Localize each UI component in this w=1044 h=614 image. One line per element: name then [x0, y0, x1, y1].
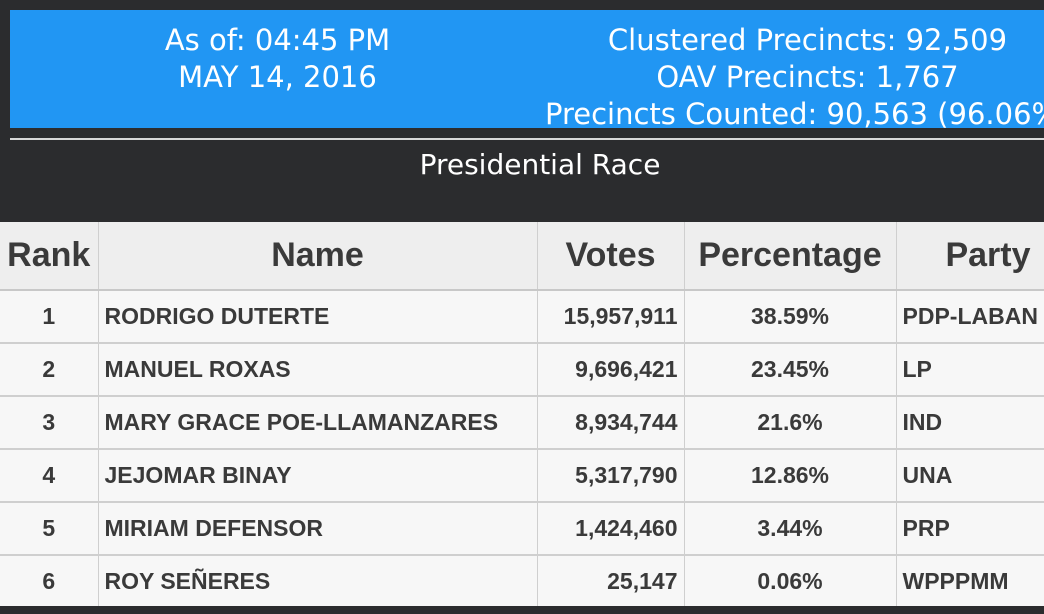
- percentage-cell: 12.86%: [684, 449, 897, 503]
- rank-cell: 6: [0, 555, 99, 606]
- table-row: 3 MARY GRACE POE-LLAMANZARES 8,934,744 2…: [0, 396, 1044, 450]
- table-row: 1 RODRIGO DUTERTE 15,957,911 38.59% PDP-…: [0, 290, 1044, 344]
- results-table: Rank Name Votes Percentage Party 1 RODRI…: [0, 222, 1044, 606]
- table-header-row: Rank Name Votes Percentage Party: [0, 222, 1044, 291]
- column-header-name: Name: [98, 222, 538, 291]
- as-of-date: MAY 14, 2016: [178, 60, 377, 94]
- percentage-cell: 0.06%: [684, 555, 897, 606]
- table-row: 5 MIRIAM DEFENSOR 1,424,460 3.44% PRP: [0, 502, 1044, 556]
- table-row: 6 ROY SEÑERES 25,147 0.06% WPPPMM: [0, 555, 1044, 606]
- rank-cell: 3: [0, 396, 99, 450]
- rank-cell: 4: [0, 449, 99, 503]
- candidate-name-cell: RODRIGO DUTERTE: [98, 290, 538, 344]
- party-cell: PRP: [896, 502, 1044, 556]
- table-row: 2 MANUEL ROXAS 9,696,421 23.45% LP: [0, 343, 1044, 397]
- precincts-counted: Precincts Counted: 90,563 (96.06%): [545, 97, 1044, 128]
- votes-cell: 1,424,460: [537, 502, 685, 556]
- rank-cell: 1: [0, 290, 99, 344]
- race-title: Presidential Race: [419, 148, 661, 181]
- column-header-votes: Votes: [537, 222, 685, 291]
- votes-cell: 5,317,790: [537, 449, 685, 503]
- column-header-party: Party: [896, 222, 1044, 291]
- votes-cell: 15,957,911: [537, 290, 685, 344]
- percentage-cell: 21.6%: [684, 396, 897, 450]
- party-cell: LP: [896, 343, 1044, 397]
- candidate-name-cell: MARY GRACE POE-LLAMANZARES: [98, 396, 538, 450]
- percentage-cell: 23.45%: [684, 343, 897, 397]
- as-of-block: As of: 04:45 PM MAY 14, 2016: [10, 22, 545, 96]
- party-cell: UNA: [896, 449, 1044, 503]
- rank-cell: 5: [0, 502, 99, 556]
- as-of-time: As of: 04:45 PM: [164, 23, 391, 57]
- status-banner: As of: 04:45 PM MAY 14, 2016 Clustered P…: [10, 10, 1044, 128]
- clustered-precincts: Clustered Precincts: 92,509: [607, 23, 1008, 57]
- candidate-name-cell: MIRIAM DEFENSOR: [98, 502, 538, 556]
- votes-cell: 8,934,744: [537, 396, 685, 450]
- party-cell: IND: [896, 396, 1044, 450]
- candidate-name-cell: ROY SEÑERES: [98, 555, 538, 606]
- oav-precincts: OAV Precincts: 1,767: [656, 60, 959, 94]
- rank-cell: 2: [0, 343, 99, 397]
- table-row: 4 JEJOMAR BINAY 5,317,790 12.86% UNA: [0, 449, 1044, 503]
- column-header-rank: Rank: [0, 222, 99, 291]
- candidate-name-cell: JEJOMAR BINAY: [98, 449, 538, 503]
- votes-cell: 9,696,421: [537, 343, 685, 397]
- column-header-percentage: Percentage: [684, 222, 897, 291]
- divider: [10, 138, 1044, 140]
- percentage-cell: 3.44%: [684, 502, 897, 556]
- party-cell: PDP-LABAN: [896, 290, 1044, 344]
- candidate-name-cell: MANUEL ROXAS: [98, 343, 538, 397]
- percentage-cell: 38.59%: [684, 290, 897, 344]
- results-table-container: Rank Name Votes Percentage Party 1 RODRI…: [0, 222, 1044, 606]
- precinct-stats: Clustered Precincts: 92,509 OAV Precinct…: [545, 22, 1044, 128]
- party-cell: WPPPMM: [896, 555, 1044, 606]
- votes-cell: 25,147: [537, 555, 685, 606]
